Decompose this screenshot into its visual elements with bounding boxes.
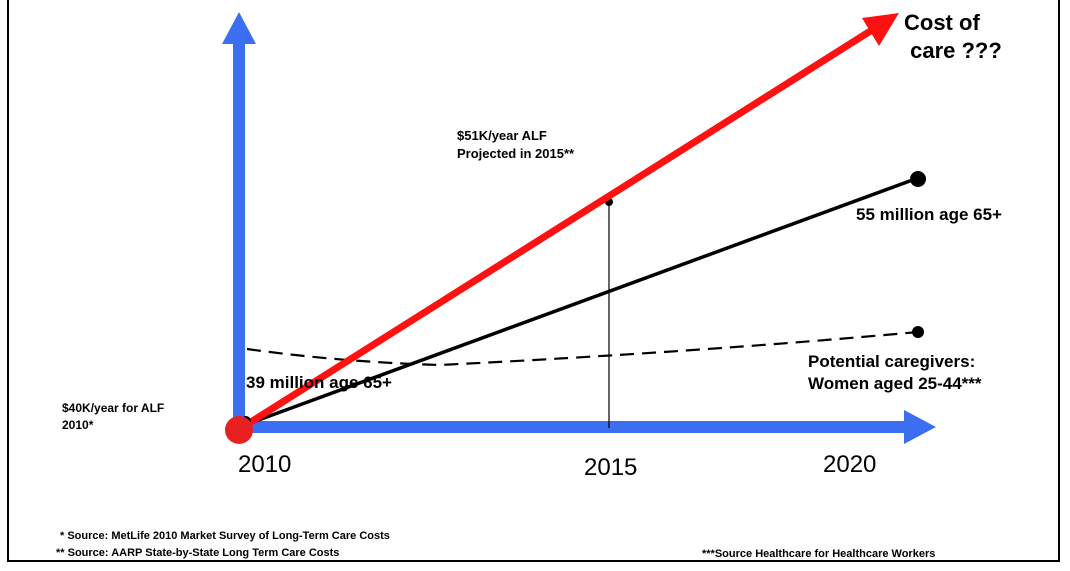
y-axis-arrowhead bbox=[222, 12, 256, 44]
population-end-dot bbox=[910, 171, 926, 187]
population-2020-label: 55 million age 65+ bbox=[856, 205, 1002, 224]
x-axis-arrowhead bbox=[904, 410, 936, 444]
cost-of-care-arrowhead bbox=[862, 13, 899, 46]
population-2010-label: 39 million age 65+ bbox=[246, 373, 392, 392]
alf-2015-label: $51K/year ALF Projected in 2015** bbox=[457, 128, 575, 162]
caregivers-label: Potential caregivers: Women aged 25-44**… bbox=[808, 352, 982, 394]
source-healthcare-workers: ***Source Healthcare for Healthcare Work… bbox=[702, 548, 936, 560]
alf-2010-label: $40K/year for ALF 2010* bbox=[62, 401, 165, 432]
year-label-2015: 2015 bbox=[584, 454, 638, 481]
slide-frame bbox=[7, 0, 1060, 562]
y-axis bbox=[233, 40, 245, 432]
caregivers-dashed-line bbox=[246, 330, 919, 367]
cost-of-care-line bbox=[241, 27, 874, 430]
x-axis bbox=[233, 421, 913, 433]
cost-of-care-label: Cost of care ??? bbox=[904, 10, 1002, 63]
origin-dot bbox=[225, 416, 253, 444]
year-label-2010: 2010 bbox=[238, 451, 292, 478]
caregivers-end-dot bbox=[912, 326, 924, 338]
population-line bbox=[244, 176, 919, 427]
source-aarp: ** Source: AARP State-by-State Long Term… bbox=[56, 547, 340, 559]
source-metlife: * Source: MetLife 2010 Market Survey of … bbox=[60, 530, 390, 542]
year-label-2020: 2020 bbox=[823, 451, 877, 478]
